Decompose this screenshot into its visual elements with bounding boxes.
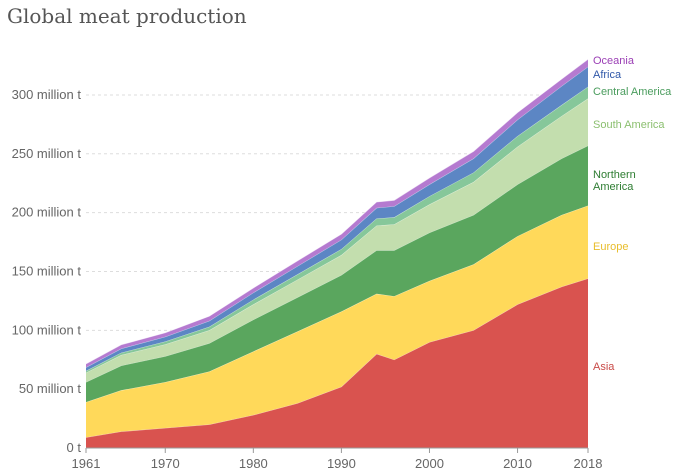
area-europe — [86, 205, 588, 438]
y-tick-label: 150 million t — [12, 263, 82, 278]
x-tick-label: 2018 — [574, 456, 603, 471]
y-tick-label: 50 million t — [19, 381, 82, 396]
area-edge-oceania — [85, 58, 589, 365]
legend: Asia Europe Northern America South America Ce… — [593, 55, 672, 373]
legend-label-northern-america: Northern America — [593, 169, 636, 193]
x-tick-label: 2010 — [503, 456, 532, 471]
legend-label-south-america: South America — [593, 119, 665, 131]
area-south-america — [86, 98, 588, 383]
legend-label-central-america: Central America — [593, 86, 672, 98]
y-tick-label: 0 t — [67, 440, 82, 455]
x-tick-label: 1990 — [327, 456, 356, 471]
y-tick-label: 100 million t — [12, 322, 82, 337]
area-asia — [86, 278, 588, 448]
legend-label-asia: Asia — [593, 361, 615, 373]
legend-label-europe: Europe — [593, 241, 628, 253]
area-northern-america — [86, 145, 588, 403]
x-tick-label: 2000 — [415, 456, 444, 471]
chart-title: Global meat production — [7, 4, 247, 28]
y-tick-label: 200 million t — [12, 205, 82, 220]
x-tick-label: 1980 — [239, 456, 268, 471]
legend-label-africa: Africa — [593, 69, 622, 81]
legend-label-oceania: Oceania — [593, 55, 635, 67]
axes: 0 t 50 million t 100 million t 150 million … — [12, 87, 603, 471]
x-tick-label: 1970 — [151, 456, 180, 471]
area-series — [85, 58, 589, 448]
x-tick-label: 1961 — [72, 456, 101, 471]
y-tick-label: 300 million t — [12, 87, 82, 102]
y-tick-label: 250 million t — [12, 146, 82, 161]
